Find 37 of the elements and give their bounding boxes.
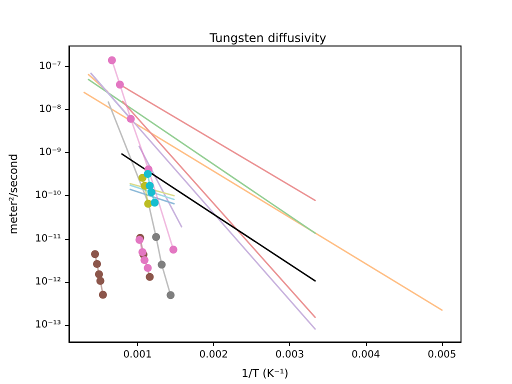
x-tick-label: 0.002 — [199, 350, 228, 360]
point — [150, 198, 159, 207]
point — [152, 232, 160, 241]
point — [140, 256, 149, 264]
x-axis-title: 1/T (K⁻¹) — [242, 367, 288, 380]
point — [158, 260, 166, 269]
point — [108, 56, 116, 64]
y-tick-label: 10⁻¹¹ — [34, 233, 61, 244]
point — [138, 174, 146, 182]
y-axis-title: meter²/second — [7, 154, 20, 234]
point — [169, 246, 178, 254]
point — [166, 291, 175, 300]
point — [126, 114, 135, 123]
y-tick-label: 10⁻¹³ — [34, 319, 61, 330]
x-tick-label: 0.003 — [275, 350, 304, 360]
y-tick-label: 10⁻¹² — [34, 276, 61, 288]
y-tick-label: 10⁻⁹ — [38, 147, 61, 158]
point — [144, 264, 152, 272]
point — [116, 80, 124, 89]
x-tick-label: 0.005 — [428, 350, 456, 360]
point — [146, 182, 154, 190]
point — [138, 248, 146, 256]
point — [95, 270, 103, 278]
x-tick-label: 0.004 — [352, 350, 380, 360]
x-tick-label: 0.001 — [123, 350, 152, 360]
y-tick-label: 10⁻⁷ — [38, 61, 61, 72]
point — [147, 188, 156, 196]
point — [144, 200, 152, 208]
point — [91, 250, 100, 258]
chart-title: Tungsten diffusivity — [208, 31, 326, 45]
point — [98, 290, 107, 299]
y-tick-label: 10⁻⁸ — [38, 104, 61, 116]
y-tick-label: 10⁻¹⁰ — [34, 190, 61, 202]
point — [93, 260, 102, 268]
point — [146, 272, 154, 281]
point — [144, 170, 152, 178]
point — [96, 276, 104, 285]
